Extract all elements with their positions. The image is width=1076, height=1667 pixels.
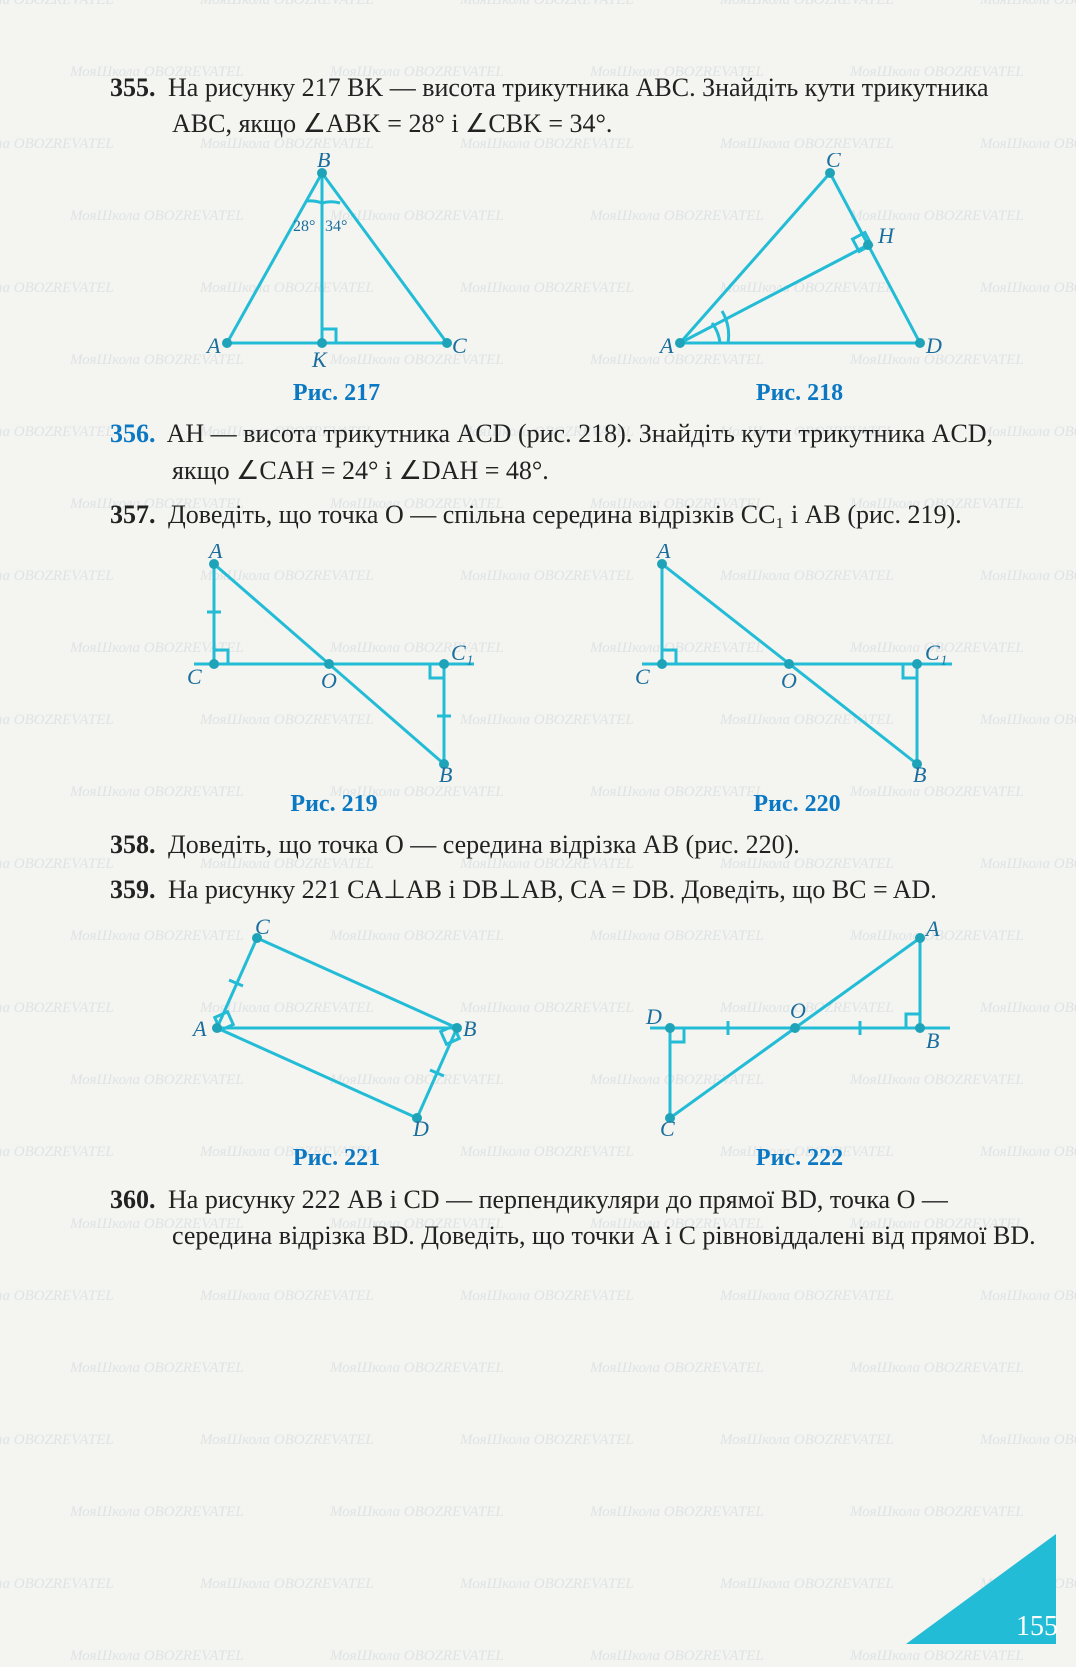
problem-number: 360. — [110, 1185, 156, 1214]
problem-number: 358. — [110, 830, 156, 859]
figure-caption: Рис. 219 — [169, 788, 499, 822]
figure-218: A D C H Рис. 218 — [650, 153, 950, 411]
problem-358: 358. Доведіть, що точка O — середина від… — [110, 827, 1036, 863]
svg-text:A: A — [191, 1016, 207, 1041]
figure-caption: Рис. 221 — [177, 1142, 497, 1176]
figure-row-3: A B C D Рис. 221 — [110, 918, 1036, 1176]
svg-text:B: B — [926, 1028, 939, 1053]
svg-text:A: A — [658, 333, 674, 358]
problem-356: 356. AH — висота трикутника ACD (рис. 21… — [110, 416, 1036, 489]
svg-text:C: C — [660, 1116, 675, 1138]
svg-text:B: B — [317, 153, 330, 172]
figure-caption: Рис. 220 — [617, 788, 977, 822]
problem-357: 357. Доведіть, що точка O — спільна сере… — [110, 497, 1036, 533]
svg-text:C₁: C₁ — [925, 640, 947, 665]
problem-355: 355. На рисунку 217 BK — висота трикутни… — [110, 70, 1036, 143]
svg-text:C: C — [452, 333, 467, 358]
page-number: 155 — [1016, 1607, 1058, 1646]
svg-text:B: B — [913, 762, 926, 784]
problem-text: На рисунку 222 AB і CD — перпендикуляри … — [168, 1185, 1036, 1250]
svg-text:28°: 28° — [293, 218, 315, 235]
svg-text:B: B — [463, 1016, 476, 1041]
svg-text:C₁: C₁ — [451, 640, 473, 665]
problem-number: 357. — [110, 500, 156, 529]
figure-caption: Рис. 217 — [197, 377, 477, 411]
svg-text:34°: 34° — [325, 218, 347, 235]
svg-text:C: C — [635, 664, 650, 689]
figure-217: A C B K 28° 34° Рис. 217 — [197, 153, 477, 411]
problem-number: 359. — [110, 875, 156, 904]
svg-text:D: D — [645, 1004, 662, 1029]
problem-number: 356. — [110, 419, 156, 448]
problem-359: 359. На рисунку 221 CA⊥AB і DB⊥AB, CA = … — [110, 872, 1036, 908]
svg-text:A: A — [205, 333, 221, 358]
svg-text:O: O — [321, 668, 337, 693]
svg-text:A: A — [207, 544, 223, 563]
figure-221: A B C D Рис. 221 — [177, 918, 497, 1176]
svg-text:A: A — [924, 918, 940, 941]
svg-text:K: K — [311, 347, 328, 372]
svg-text:C: C — [826, 153, 841, 172]
problem-360: 360. На рисунку 222 AB і CD — перпендику… — [110, 1182, 1036, 1255]
problem-text: На рисунку 221 CA⊥AB і DB⊥AB, CA = DB. Д… — [168, 875, 937, 904]
svg-text:D: D — [412, 1116, 429, 1138]
figure-caption: Рис. 218 — [650, 377, 950, 411]
problem-text: Доведіть, що точка O — середина відрізка… — [168, 830, 800, 859]
svg-text:H: H — [877, 223, 895, 248]
figure-220: A B C C₁ O Рис. 220 — [617, 544, 977, 822]
problem-number: 355. — [110, 73, 156, 102]
figure-row-1: A C B K 28° 34° Рис. 217 — [110, 153, 1036, 411]
svg-text:O: O — [790, 998, 806, 1023]
problem-text: AH — висота трикутника ACD (рис. 218). З… — [167, 419, 993, 484]
svg-text:C: C — [187, 664, 202, 689]
svg-text:D: D — [925, 333, 942, 358]
figure-222: A B C D O Рис. 222 — [630, 918, 970, 1176]
problem-text: На рисунку 217 BK — висота трикутника AB… — [168, 73, 989, 138]
figure-219: A B C C₁ O Рис. 219 — [169, 544, 499, 822]
figure-caption: Рис. 222 — [630, 1142, 970, 1176]
problem-text: Доведіть, що точка O — спільна середина … — [168, 500, 962, 529]
svg-text:O: O — [781, 668, 797, 693]
svg-text:B: B — [439, 762, 452, 784]
svg-text:C: C — [255, 918, 270, 939]
figure-row-2: A B C C₁ O Рис. 219 — [110, 544, 1036, 822]
svg-text:A: A — [655, 544, 671, 563]
